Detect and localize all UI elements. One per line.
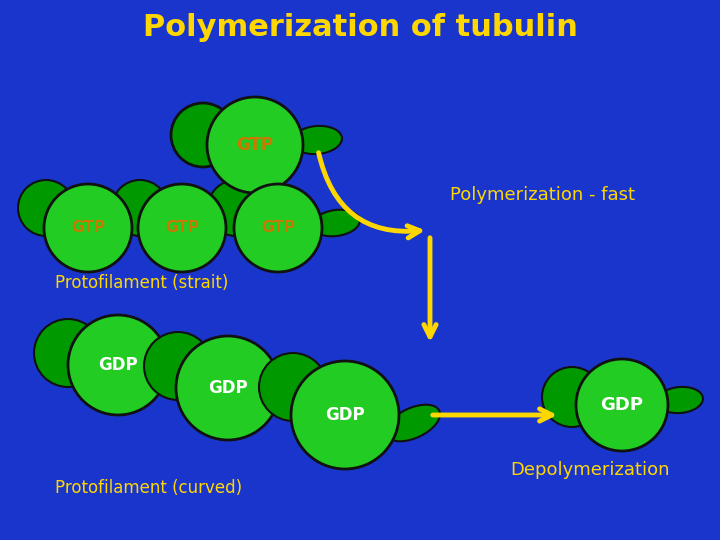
Circle shape bbox=[138, 184, 226, 272]
Circle shape bbox=[208, 180, 264, 236]
Ellipse shape bbox=[657, 387, 703, 413]
Text: GDP: GDP bbox=[325, 406, 365, 424]
Text: Polymerization - fast: Polymerization - fast bbox=[450, 186, 635, 204]
Text: GTP: GTP bbox=[236, 136, 274, 154]
Circle shape bbox=[112, 180, 168, 236]
Circle shape bbox=[68, 315, 168, 415]
Circle shape bbox=[234, 184, 322, 272]
Circle shape bbox=[44, 184, 132, 272]
Ellipse shape bbox=[386, 404, 440, 441]
Circle shape bbox=[259, 353, 327, 421]
Text: GDP: GDP bbox=[600, 396, 644, 414]
Circle shape bbox=[144, 332, 212, 400]
Circle shape bbox=[291, 361, 399, 469]
Circle shape bbox=[34, 319, 102, 387]
Circle shape bbox=[542, 367, 602, 427]
Text: GTP: GTP bbox=[165, 220, 199, 235]
Text: Polymerization of tubulin: Polymerization of tubulin bbox=[143, 14, 577, 43]
Circle shape bbox=[171, 103, 235, 167]
Circle shape bbox=[576, 359, 668, 451]
Text: GDP: GDP bbox=[208, 379, 248, 397]
Ellipse shape bbox=[312, 210, 360, 237]
Ellipse shape bbox=[292, 126, 342, 154]
Text: Protofilament (strait): Protofilament (strait) bbox=[55, 274, 228, 292]
Circle shape bbox=[18, 180, 74, 236]
Text: Protofilament (curved): Protofilament (curved) bbox=[55, 479, 242, 497]
Text: GTP: GTP bbox=[261, 220, 295, 235]
Circle shape bbox=[176, 336, 280, 440]
Text: GTP: GTP bbox=[71, 220, 105, 235]
Circle shape bbox=[207, 97, 303, 193]
Text: Depolymerization: Depolymerization bbox=[510, 461, 670, 479]
Text: GDP: GDP bbox=[98, 356, 138, 374]
